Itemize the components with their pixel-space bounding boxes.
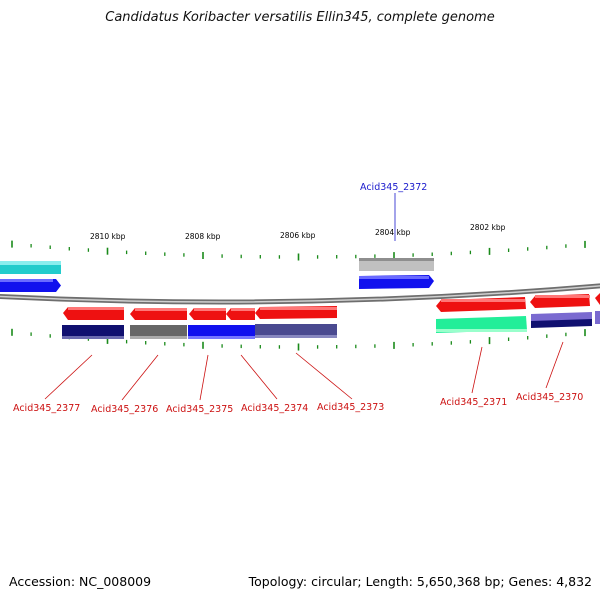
map-title: Candidatus Koribacter versatilis Ellin34… <box>105 10 495 25</box>
label-leaders <box>44 193 564 401</box>
gene-acid345-2376-gray[interactable] <box>130 325 187 339</box>
scale-label-2808: 2808 kbp <box>185 232 221 241</box>
gene-track-upper <box>0 258 434 292</box>
scale-label-2802: 2802 kbp <box>470 223 506 232</box>
gene-label-acid345-2374[interactable]: Acid345_2374 <box>241 403 308 414</box>
gene-right-edge-red[interactable] <box>595 293 600 305</box>
gene-acid345-2377-red[interactable] <box>63 307 124 320</box>
gene-acid345-2371-mint[interactable] <box>436 316 527 333</box>
scale-label-2804: 2804 kbp <box>375 228 411 237</box>
gene-label-acid345-2373[interactable]: Acid345_2373 <box>317 402 384 413</box>
scale-label-2810: 2810 kbp <box>90 232 126 241</box>
accession-text: Accession: NC_008009 <box>9 574 152 589</box>
gene-acid345-2375-blue[interactable] <box>188 325 255 339</box>
scale-label-2806: 2806 kbp <box>280 231 316 240</box>
gene-acid345-2372-gray[interactable] <box>359 258 434 271</box>
genome-summary-text: Topology: circular; Length: 5,650,368 bp… <box>248 574 592 589</box>
gene-label-acid345-2370[interactable]: Acid345_2370 <box>516 392 583 403</box>
scale-ticks-upper <box>11 240 586 261</box>
gene-label-acid345-2371[interactable]: Acid345_2371 <box>440 397 507 408</box>
gene-acid345-2373-slate[interactable] <box>255 324 337 338</box>
gene-label-acid345-2372[interactable]: Acid345_2372 <box>360 182 427 193</box>
gene-acid345-2370-navy[interactable] <box>531 319 592 328</box>
gene-blue-left[interactable] <box>0 279 61 292</box>
gene-label-acid345-2377[interactable]: Acid345_2377 <box>13 403 80 414</box>
gene-labels: Acid345_2372 Acid345_2377 Acid345_2376 A… <box>13 182 583 415</box>
gene-right-edge-purple[interactable] <box>595 311 600 324</box>
gene-label-acid345-2375[interactable]: Acid345_2375 <box>166 404 233 415</box>
gene-label-acid345-2376[interactable]: Acid345_2376 <box>91 404 158 415</box>
gene-acid345-2377-navy[interactable] <box>62 325 124 339</box>
genome-backbone-highlight <box>0 285 600 303</box>
gene-track-lower <box>62 293 600 339</box>
